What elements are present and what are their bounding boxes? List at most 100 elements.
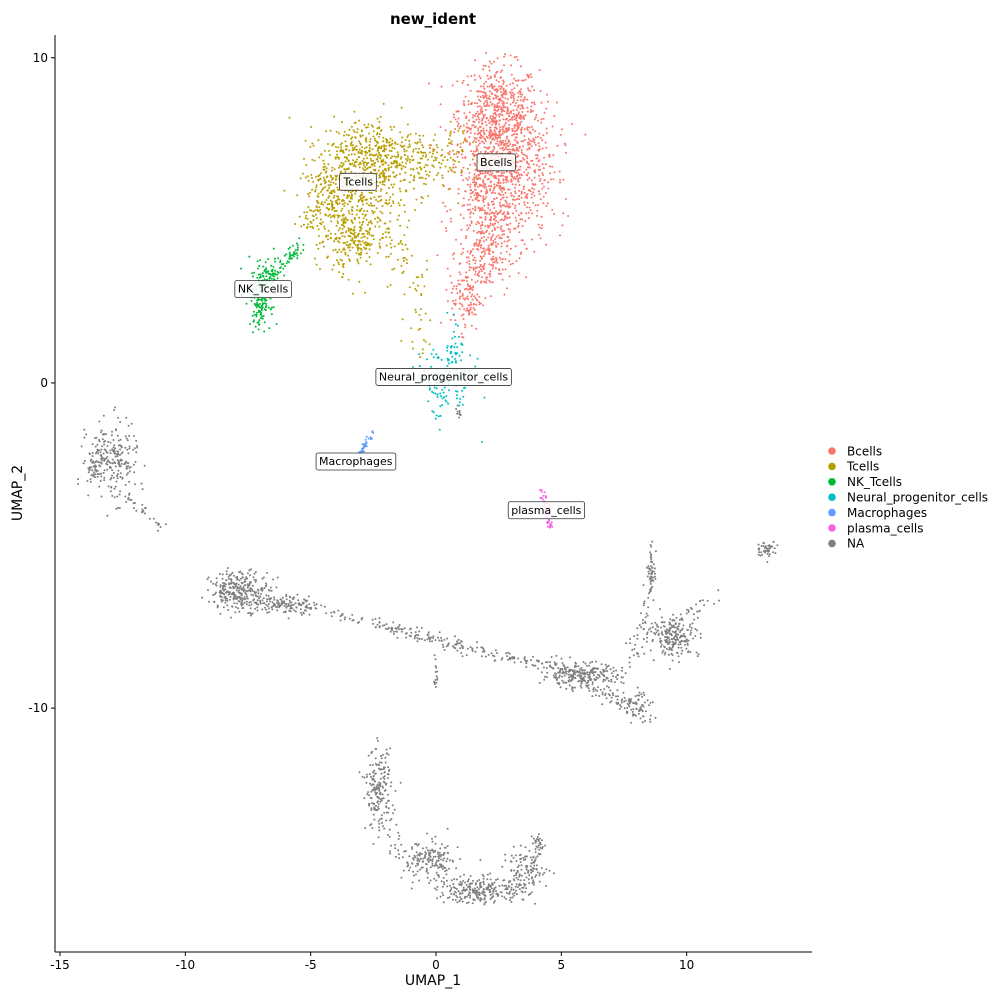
point-tcells: [399, 239, 402, 242]
point-tcells: [397, 155, 400, 158]
point-tcells: [340, 250, 343, 253]
point-na: [584, 680, 587, 682]
point-na: [445, 873, 448, 876]
point-bcells: [469, 131, 472, 134]
point-na: [379, 768, 382, 771]
point-tcells: [370, 192, 373, 194]
point-na: [668, 646, 671, 649]
point-nk_tcells: [265, 299, 268, 302]
point-na: [254, 581, 257, 583]
point-nk_tcells: [272, 247, 275, 250]
point-tcells: [400, 265, 403, 267]
point-bcells: [477, 186, 479, 188]
point-tcells: [338, 227, 341, 230]
point-na: [421, 860, 424, 863]
point-bcells: [461, 251, 464, 254]
point-tcells: [372, 238, 375, 241]
point-tcells: [419, 356, 422, 359]
point-bcells: [482, 127, 485, 130]
point-bcells: [494, 94, 496, 97]
point-na: [633, 713, 636, 716]
point-tcells: [409, 145, 411, 148]
point-na: [106, 460, 109, 463]
point-na: [255, 579, 257, 582]
point-bcells: [467, 208, 470, 211]
point-na: [670, 652, 673, 655]
point-bcells: [470, 220, 473, 223]
point-na: [577, 665, 580, 668]
point-bcells: [478, 222, 480, 225]
point-tcells: [418, 314, 421, 317]
point-na: [271, 601, 274, 604]
point-na: [569, 656, 572, 659]
point-na: [116, 473, 119, 475]
point-tcells: [363, 210, 365, 212]
point-bcells: [475, 223, 478, 226]
point-bcells: [511, 118, 514, 121]
point-na: [95, 460, 98, 463]
point-bcells: [485, 196, 488, 199]
point-bcells: [492, 255, 495, 258]
point-na: [652, 579, 655, 582]
point-bcells: [492, 251, 494, 254]
point-bcells: [495, 235, 498, 238]
point-bcells: [476, 248, 479, 251]
point-tcells: [343, 130, 346, 133]
point-na: [652, 563, 655, 566]
point-na: [238, 600, 241, 603]
point-bcells: [501, 278, 504, 281]
point-bcells: [497, 136, 500, 139]
point-na: [96, 448, 99, 451]
point-bcells: [482, 179, 485, 182]
point-na: [225, 573, 228, 576]
point-bcells: [538, 174, 540, 177]
point-na: [431, 862, 434, 865]
point-na: [236, 575, 239, 578]
point-tcells: [348, 212, 351, 215]
point-bcells: [460, 153, 463, 156]
point-bcells: [472, 178, 474, 181]
point-na: [580, 681, 583, 684]
point-tcells: [455, 152, 458, 155]
point-neural_progenitor_cells: [455, 394, 458, 397]
point-bcells: [492, 112, 495, 115]
point-na: [386, 773, 389, 776]
point-na: [586, 671, 589, 674]
point-bcells: [472, 229, 475, 232]
point-na: [669, 641, 671, 644]
point-tcells: [466, 167, 469, 170]
point-nk_tcells: [261, 272, 264, 275]
point-bcells: [495, 210, 498, 213]
point-tcells: [354, 239, 357, 242]
point-neural_progenitor_cells: [446, 344, 449, 347]
point-na: [140, 482, 143, 485]
point-tcells: [388, 227, 390, 230]
point-na: [431, 849, 434, 852]
point-bcells: [503, 124, 506, 127]
point-bcells: [531, 109, 534, 112]
point-na: [607, 664, 610, 667]
point-bcells: [531, 85, 534, 88]
point-na: [261, 608, 264, 611]
point-tcells: [301, 172, 304, 175]
point-bcells: [551, 208, 554, 211]
point-nk_tcells: [248, 255, 251, 258]
point-tcells: [390, 205, 393, 207]
chart-title: new_ident: [390, 10, 476, 28]
point-bcells: [460, 174, 463, 177]
point-tcells: [351, 237, 354, 240]
point-bcells: [486, 178, 489, 181]
point-bcells: [548, 153, 551, 156]
point-na: [372, 802, 375, 805]
point-tcells: [325, 199, 328, 201]
point-bcells: [464, 137, 467, 140]
point-tcells: [353, 131, 356, 133]
point-na: [377, 820, 380, 823]
point-bcells: [539, 168, 542, 171]
point-tcells: [423, 285, 426, 288]
point-na: [601, 668, 604, 671]
point-neural_progenitor_cells: [447, 402, 450, 405]
point-na: [373, 808, 376, 811]
point-bcells: [455, 285, 458, 288]
point-na: [260, 586, 263, 589]
